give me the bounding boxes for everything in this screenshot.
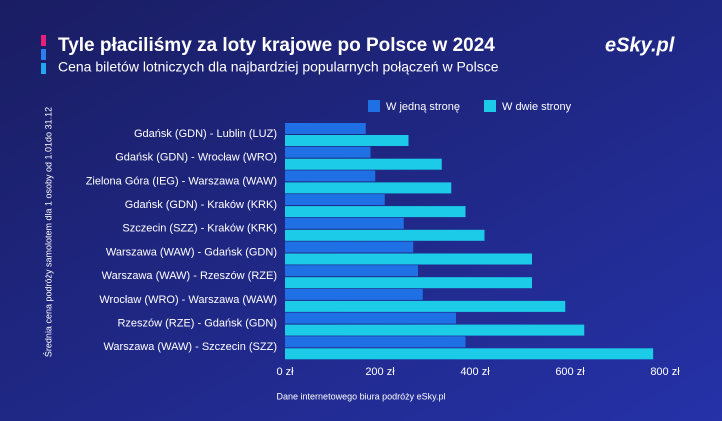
source-note: Dane internetowego biura podróży eSky.pl (277, 391, 446, 401)
y-tick-label: Gdańsk (GDN) - Lublin (LUZ) (134, 128, 277, 140)
legend-swatch (484, 100, 496, 112)
bar (285, 300, 566, 312)
accent (41, 63, 46, 74)
y-axis-label: Średnia cena podróży samolotem dla 1 oso… (42, 107, 53, 357)
bar (285, 206, 466, 218)
y-tick-label: Gdańsk (GDN) - Wrocław (WRO) (115, 152, 277, 164)
bar (285, 253, 532, 265)
bar (285, 348, 654, 360)
accent (41, 49, 46, 60)
bar (285, 146, 371, 158)
x-tick-label: 200 zł (365, 366, 395, 378)
y-tick-label: Zielona Góra (IEG) - Warszawa (WAW) (86, 175, 277, 187)
legend-label: W dwie strony (502, 101, 572, 113)
legend-swatch (368, 100, 380, 112)
x-tick-label: 0 zł (276, 366, 294, 378)
bar (285, 135, 409, 146)
logo: eSky.pl (605, 34, 675, 56)
bar (285, 265, 418, 277)
y-tick-label: Warszawa (WAW) - Gdańsk (GDN) (106, 246, 277, 258)
bar (285, 277, 532, 289)
bar (285, 324, 585, 336)
bar (285, 336, 466, 348)
y-tick-label: Szczecin (SZZ) - Kraków (KRK) (122, 223, 277, 235)
y-tick-label: Wrocław (WRO) - Warszawa (WAW) (99, 294, 277, 306)
chart-subtitle: Cena biletów lotniczych dla najbardziej … (58, 59, 499, 75)
bar (285, 170, 376, 182)
bar (285, 241, 414, 253)
bar (285, 217, 404, 229)
bar (285, 312, 456, 324)
x-tick-label: 600 zł (555, 366, 585, 378)
x-tick-label: 800 zł (650, 366, 680, 378)
chart-title: Tyle płaciliśmy za loty krajowe po Polsc… (58, 35, 495, 56)
bar (285, 158, 442, 170)
bar (285, 288, 423, 300)
bar (285, 229, 485, 241)
y-tick-label: Warszawa (WAW) - Rzeszów (RZE) (102, 270, 277, 282)
y-tick-label: Gdańsk (GDN) - Kraków (KRK) (125, 199, 277, 211)
bar (285, 182, 452, 194)
x-tick-label: 400 zł (460, 366, 490, 378)
bar (285, 194, 385, 206)
y-tick-label: Warszawa (WAW) - Szczecin (SZZ) (103, 341, 277, 353)
legend-label: W jedną stronę (386, 101, 460, 113)
accent (41, 35, 46, 46)
y-tick-label: Rzeszów (RZE) - Gdańsk (GDN) (117, 318, 277, 330)
bar (285, 123, 366, 134)
